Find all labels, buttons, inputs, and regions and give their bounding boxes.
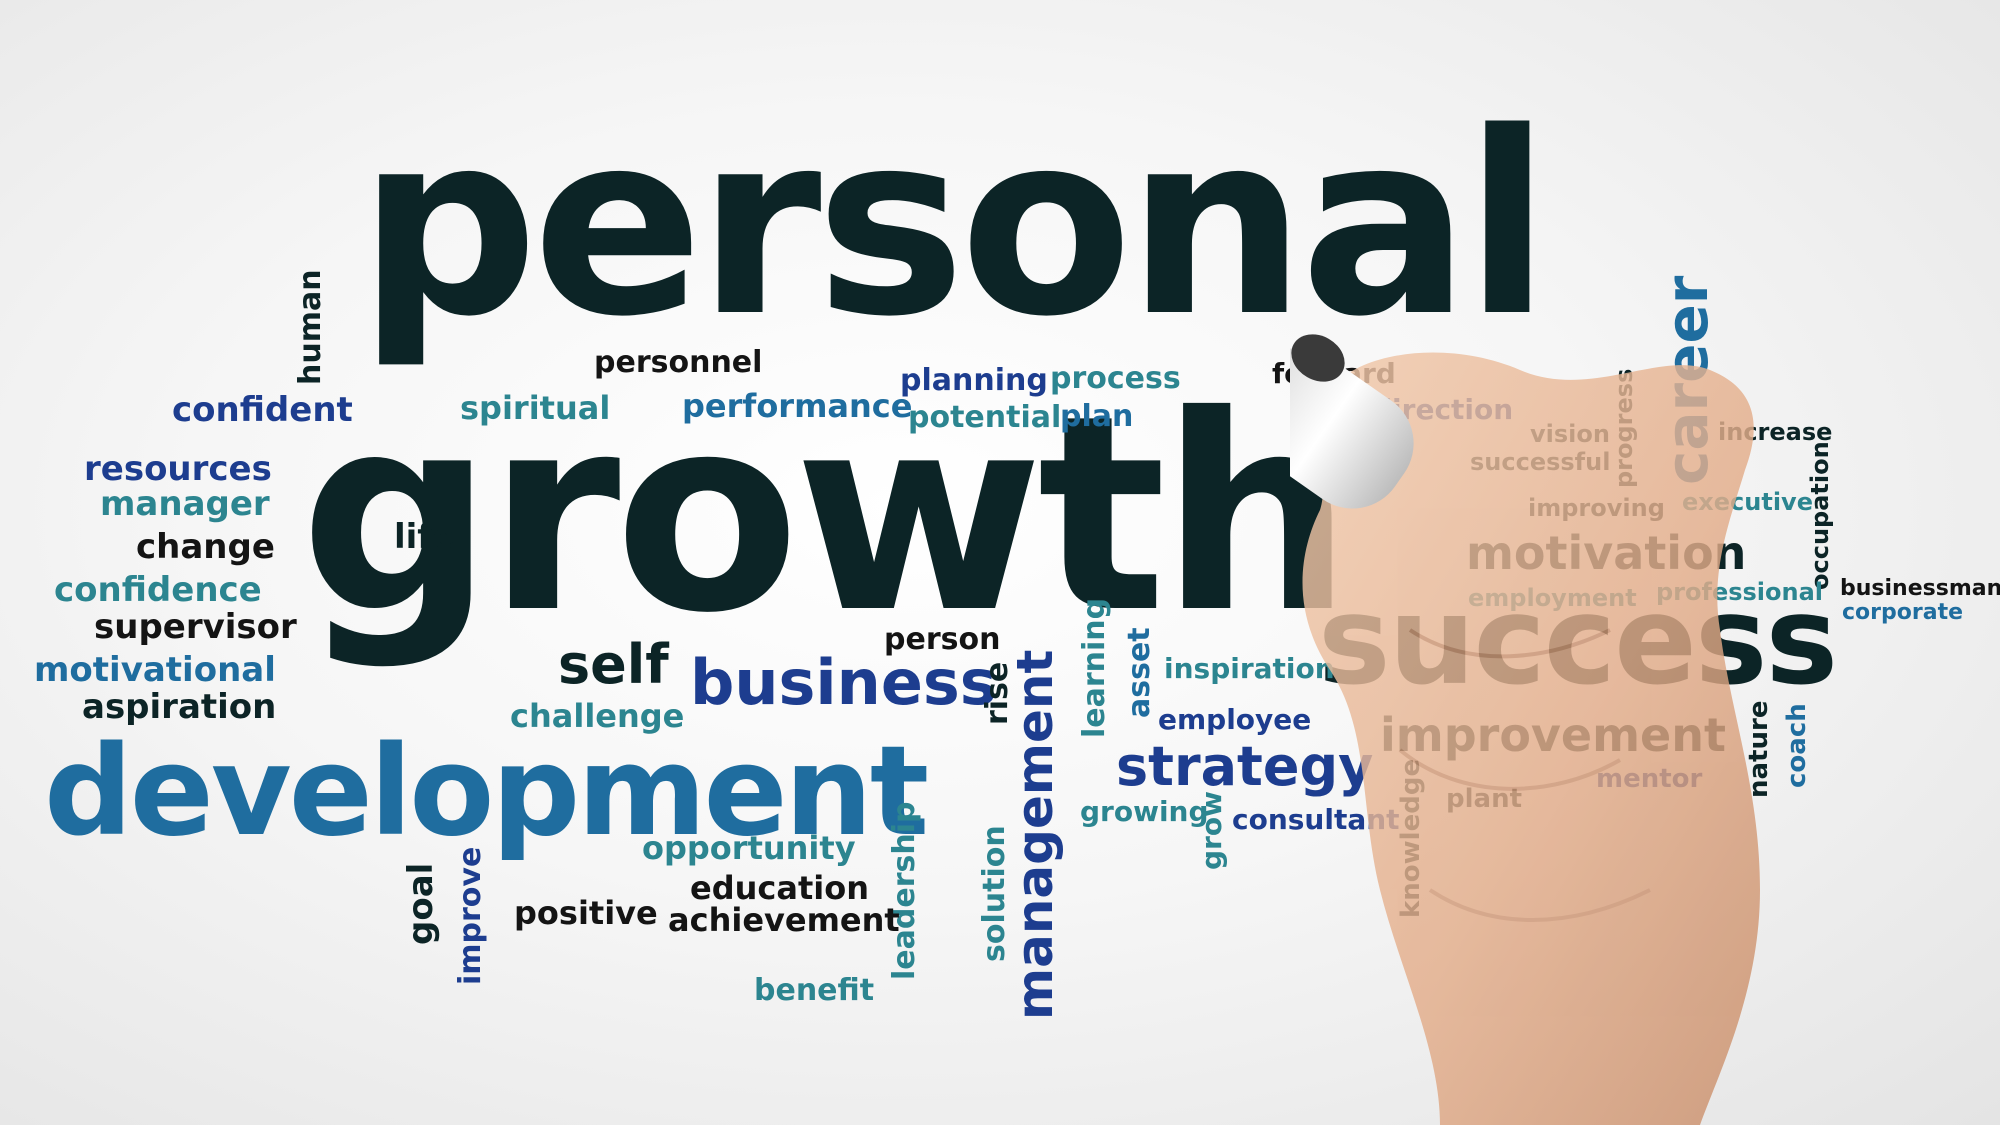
word-solution: solution [977,825,1012,962]
word-spiritual: spiritual [460,389,611,427]
word-life: life [394,517,456,557]
word-planning: planning [900,363,1048,398]
word-change: change [136,527,275,567]
word-employee: employee [1158,703,1312,736]
word-potential: potential [908,400,1062,435]
word-benefit: benefit [754,973,875,1008]
word-challenge: challenge [510,697,685,735]
word-management: management [1006,649,1064,1020]
word-performance: performance [682,387,913,425]
hand-with-marker [1290,334,1760,1125]
word-strategy: strategy [1116,735,1374,798]
word-growth: growth [300,357,1353,672]
word-positive: positive [514,894,658,932]
word-self: self [558,633,669,696]
word-personnel: personnel [594,345,763,380]
word-education: education [690,869,869,907]
word-process: process [1050,361,1181,396]
word-achievement: achievement [668,901,900,939]
word-opportunity: opportunity [642,829,856,867]
word-leadership: leadership [887,801,922,980]
word-asset: asset [1122,627,1157,718]
hand [1302,352,1760,1125]
word-business: business [690,646,997,719]
word-learning: learning [1077,597,1112,738]
word-confidence: confidence [54,570,262,610]
word-development: development [44,720,929,864]
word-growing: growing [1080,795,1209,828]
word-businessman: businessman [1840,576,2000,601]
word-resources: resources [84,449,272,489]
marker [1290,334,1414,509]
word-plan: plan [1060,399,1134,434]
word-person: person [884,622,1001,657]
word-aspiration: aspiration [82,687,277,727]
word-confident: confident [172,390,353,430]
word-manager: manager [100,484,270,524]
word-personal: personal [358,79,1551,372]
word-improve: improve [453,846,488,985]
word-corporate: corporate [1842,600,1963,625]
word-supervisor: supervisor [94,607,297,647]
word-rise: rise [980,661,1015,725]
word-goal: goal [401,862,441,945]
word-inspiration: inspiration [1164,652,1335,685]
word-motivational: motivational [34,650,276,690]
word-human: human [293,269,328,385]
